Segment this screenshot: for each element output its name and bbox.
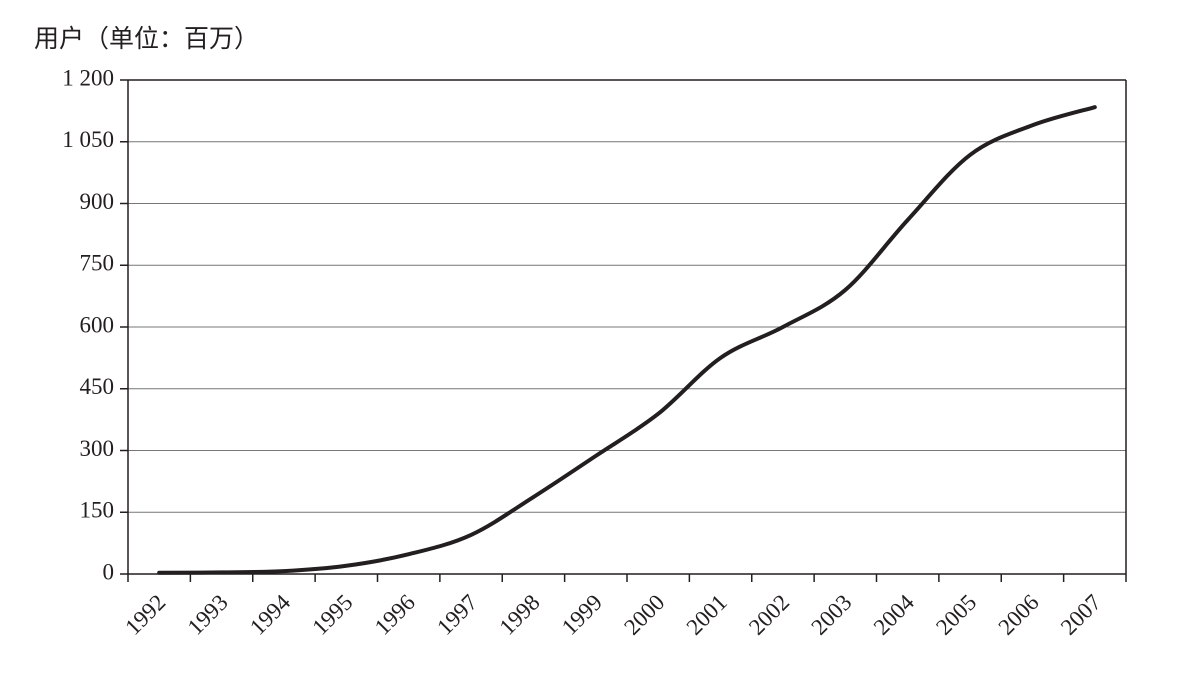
x-tick-label: 1995 — [307, 590, 357, 640]
x-tick-label: 2005 — [931, 590, 981, 640]
x-tick-label: 2006 — [994, 590, 1044, 640]
y-tick-label: 0 — [103, 559, 115, 584]
x-tick-label: 2002 — [744, 590, 794, 640]
x-tick-label: 1992 — [120, 590, 170, 640]
y-tick-label: 300 — [80, 436, 115, 461]
y-tick-label: 150 — [80, 498, 115, 523]
x-tick-label: 1999 — [557, 590, 607, 640]
x-tick-label: 1993 — [183, 590, 233, 640]
y-tick-label: 900 — [80, 189, 115, 214]
x-tick-label: 1997 — [432, 590, 482, 640]
y-tick-label: 1 050 — [62, 127, 114, 152]
y-axis-label: 用户（单位：百万） — [34, 24, 259, 53]
x-tick-label: 2004 — [869, 589, 920, 640]
y-tick-label: 750 — [80, 251, 115, 276]
x-tick-label: 2001 — [682, 590, 732, 640]
x-tick-label: 1996 — [370, 590, 420, 640]
line — [157, 105, 1097, 575]
x-tick-label: 1994 — [245, 589, 296, 640]
x-tick-label: 1998 — [495, 590, 545, 640]
x-tick-label: 2003 — [806, 590, 856, 640]
y-tick-label: 600 — [80, 312, 115, 337]
x-tick-label: 2000 — [619, 590, 669, 640]
y-tick-label: 450 — [80, 374, 115, 399]
x-tick-label: 2007 — [1056, 590, 1106, 640]
y-tick-label: 1 200 — [62, 65, 114, 90]
